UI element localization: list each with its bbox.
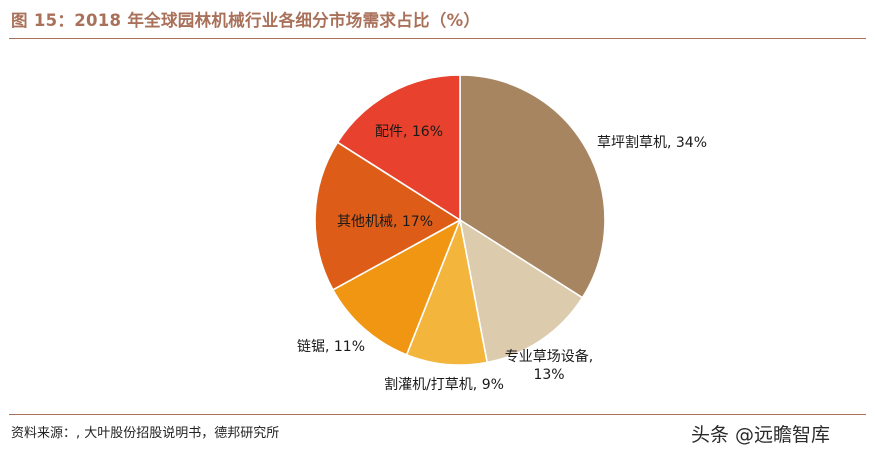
slice-data-label-line: 专业草场设备, (505, 348, 593, 365)
pie-slice (405, 219, 488, 366)
watermark: 头条 @远瞻智库 (691, 424, 831, 446)
slice-data-label: 割灌机/打草机, 9% (384, 376, 504, 393)
pie-slice (336, 74, 461, 221)
source-note: 资料来源：, 大叶股份招股说明书，德邦研究所 (11, 426, 280, 441)
slice-data-label-line: 割灌机/打草机, 9% (384, 376, 504, 393)
pie-slice (459, 219, 584, 364)
pie-slice (314, 141, 461, 291)
figure-title: 图 15：2018 年全球园林机械行业各细分市场需求占比（%） (11, 11, 481, 30)
slice-data-label: 草坪割草机, 34% (597, 134, 707, 151)
pie-slice (332, 219, 461, 356)
slice-data-label-line: 配件, 16% (375, 124, 443, 140)
slice-labels: 草坪割草机, 34% 专业草场设备, 13% 割灌机/打草机, 9% 链锯, 11% 其他… (297, 124, 707, 393)
pie-slice (459, 74, 606, 299)
slice-data-label: 配件, 16% (375, 124, 443, 140)
footer-divider (9, 414, 866, 415)
slice-data-label-line: 草坪割草机, 34% (597, 134, 707, 151)
title-divider (9, 38, 866, 39)
slice-data-label-line: 13% (533, 367, 564, 383)
slice-data-label: 其他机械, 17% (337, 214, 433, 230)
slice-data-label-line: 链锯, 11% (297, 339, 365, 355)
slice-data-label: 专业草场设备, 13% (505, 348, 593, 383)
pie-slices (314, 74, 606, 366)
slice-data-label: 链锯, 11% (297, 339, 365, 355)
slice-data-label-line: 其他机械, 17% (337, 214, 433, 230)
